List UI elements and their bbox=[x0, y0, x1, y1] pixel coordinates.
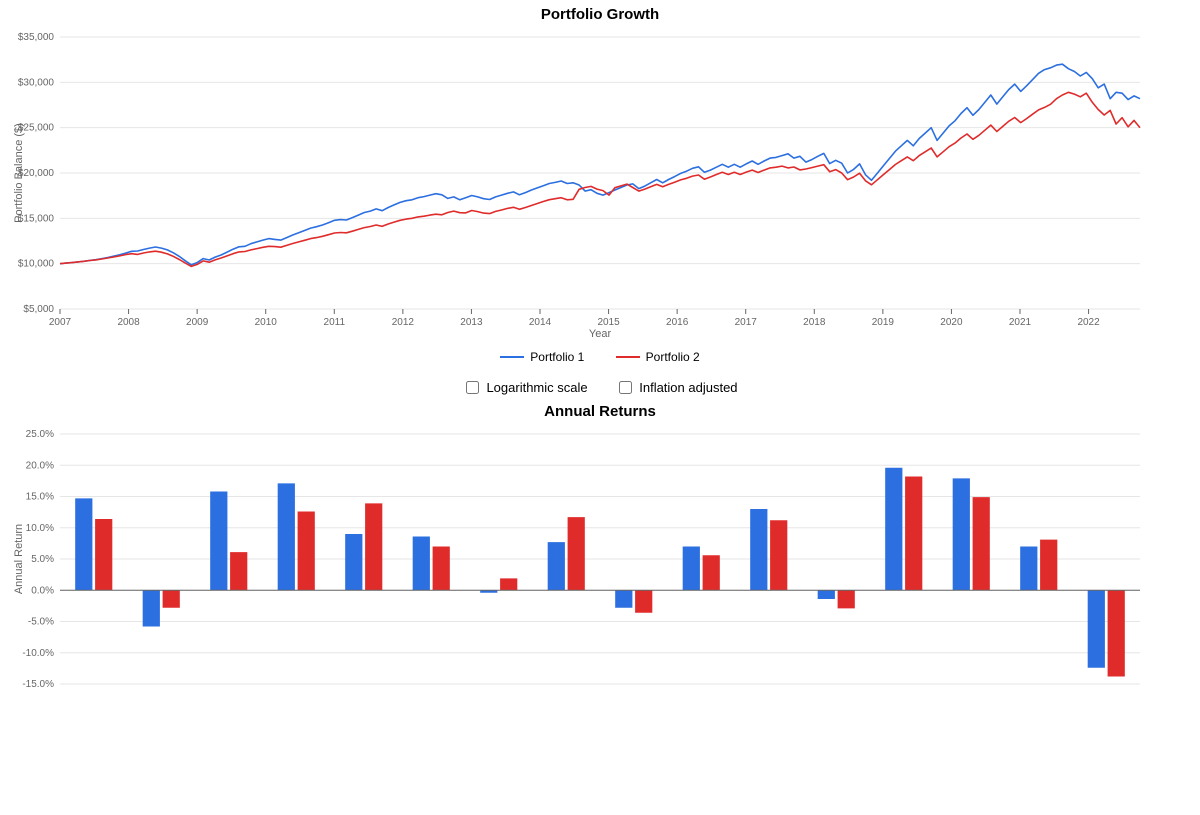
svg-text:2009: 2009 bbox=[186, 317, 209, 328]
svg-text:2010: 2010 bbox=[255, 317, 278, 328]
log-scale-toggle[interactable]: Logarithmic scale bbox=[462, 378, 587, 397]
svg-text:10.0%: 10.0% bbox=[26, 523, 54, 534]
svg-text:2020: 2020 bbox=[940, 317, 963, 328]
svg-text:20.0%: 20.0% bbox=[26, 460, 54, 471]
svg-text:2021: 2021 bbox=[1009, 317, 1032, 328]
svg-text:15.0%: 15.0% bbox=[26, 492, 54, 503]
legend-swatch-2 bbox=[616, 356, 640, 358]
svg-text:2016: 2016 bbox=[666, 317, 689, 328]
inflation-adjusted-label: Inflation adjusted bbox=[639, 380, 737, 395]
svg-text:2015: 2015 bbox=[597, 317, 620, 328]
legend-item-portfolio-1: Portfolio 1 bbox=[500, 350, 584, 364]
svg-text:Portfolio Balance ($): Portfolio Balance ($) bbox=[13, 123, 25, 223]
svg-text:$30,000: $30,000 bbox=[18, 77, 55, 88]
inflation-adjusted-toggle[interactable]: Inflation adjusted bbox=[615, 378, 737, 397]
svg-text:0.0%: 0.0% bbox=[31, 585, 54, 596]
svg-text:Annual Return: Annual Return bbox=[13, 524, 25, 594]
svg-text:2018: 2018 bbox=[803, 317, 826, 328]
legend-swatch-1 bbox=[500, 356, 524, 358]
svg-text:2013: 2013 bbox=[460, 317, 483, 328]
inflation-adjusted-checkbox[interactable] bbox=[619, 381, 632, 394]
legend-item-portfolio-2: Portfolio 2 bbox=[616, 350, 700, 364]
svg-text:2011: 2011 bbox=[324, 317, 346, 328]
legend-label-1: Portfolio 1 bbox=[530, 350, 584, 364]
returns-chart: -15.0% -10.0% -5.0% 0.0% 5.0% 10.0% 15.0% 20.0%… bbox=[10, 424, 1190, 694]
svg-text:$10,000: $10,000 bbox=[18, 259, 55, 270]
growth-chart: $5,000$10,000$15,000$20,000$25,000$30,00… bbox=[10, 27, 1190, 339]
growth-legend: Portfolio 1 Portfolio 2 bbox=[10, 347, 1190, 364]
svg-text:2008: 2008 bbox=[117, 317, 140, 328]
svg-text:$35,000: $35,000 bbox=[18, 32, 55, 43]
svg-text:2007: 2007 bbox=[49, 317, 72, 328]
log-scale-label: Logarithmic scale bbox=[486, 380, 587, 395]
growth-chart-title: Portfolio Growth bbox=[10, 6, 1190, 23]
svg-text:-15.0%: -15.0% bbox=[22, 679, 54, 690]
returns-chart-title: Annual Returns bbox=[10, 403, 1190, 420]
svg-text:2019: 2019 bbox=[872, 317, 895, 328]
svg-text:25.0%: 25.0% bbox=[26, 429, 54, 440]
svg-text:2017: 2017 bbox=[735, 317, 758, 328]
growth-controls: Logarithmic scale Inflation adjusted bbox=[10, 378, 1190, 397]
svg-text:-10.0%: -10.0% bbox=[22, 648, 54, 659]
svg-text:5.0%: 5.0% bbox=[31, 554, 54, 565]
svg-text:2012: 2012 bbox=[392, 317, 415, 328]
svg-text:2022: 2022 bbox=[1077, 317, 1100, 328]
log-scale-checkbox[interactable] bbox=[466, 381, 479, 394]
svg-text:2014: 2014 bbox=[529, 317, 552, 328]
svg-text:Year: Year bbox=[589, 328, 612, 339]
svg-text:-5.0%: -5.0% bbox=[28, 617, 54, 628]
svg-text:$5,000: $5,000 bbox=[23, 304, 54, 315]
legend-label-2: Portfolio 2 bbox=[646, 350, 700, 364]
